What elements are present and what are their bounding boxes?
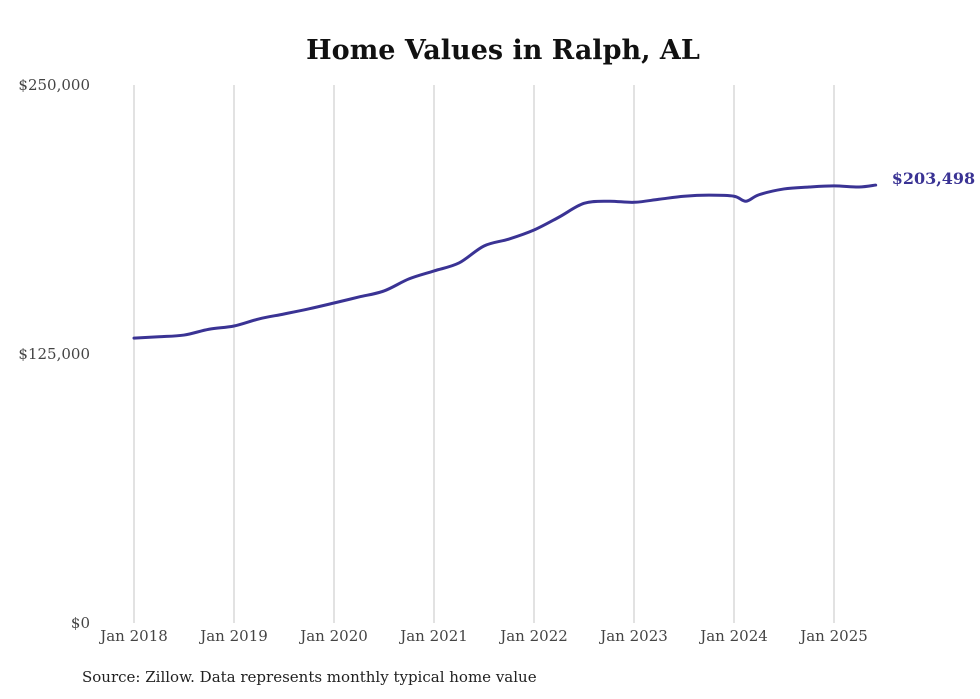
series xyxy=(132,183,878,340)
x-tick-label: Jan 2018 xyxy=(98,627,168,645)
y-tick-label: $125,000 xyxy=(18,345,90,363)
chart-title: Home Values in Ralph, AL xyxy=(306,35,700,66)
x-tick-label: Jan 2021 xyxy=(398,627,468,645)
y-tick-label: $0 xyxy=(71,614,90,632)
series-line xyxy=(132,183,878,340)
x-tick-label: Jan 2025 xyxy=(798,627,868,645)
gridlines xyxy=(133,85,835,623)
x-tick-label: Jan 2020 xyxy=(298,627,368,645)
y-tick-label: $250,000 xyxy=(18,76,90,94)
x-tick-label: Jan 2023 xyxy=(598,627,668,645)
end-value-label: $203,498 xyxy=(892,169,976,188)
x-axis: Jan 2018 Jan 2019 Jan 2020 Jan 2021 Jan 2022… xyxy=(98,627,868,645)
x-tick-label: Jan 2022 xyxy=(498,627,568,645)
y-axis: $0 $125,000 $250,000 xyxy=(18,76,90,632)
source-note: Source: Zillow. Data represents monthly … xyxy=(82,668,537,686)
x-tick-label: Jan 2019 xyxy=(198,627,268,645)
x-tick-label: Jan 2024 xyxy=(698,627,768,645)
